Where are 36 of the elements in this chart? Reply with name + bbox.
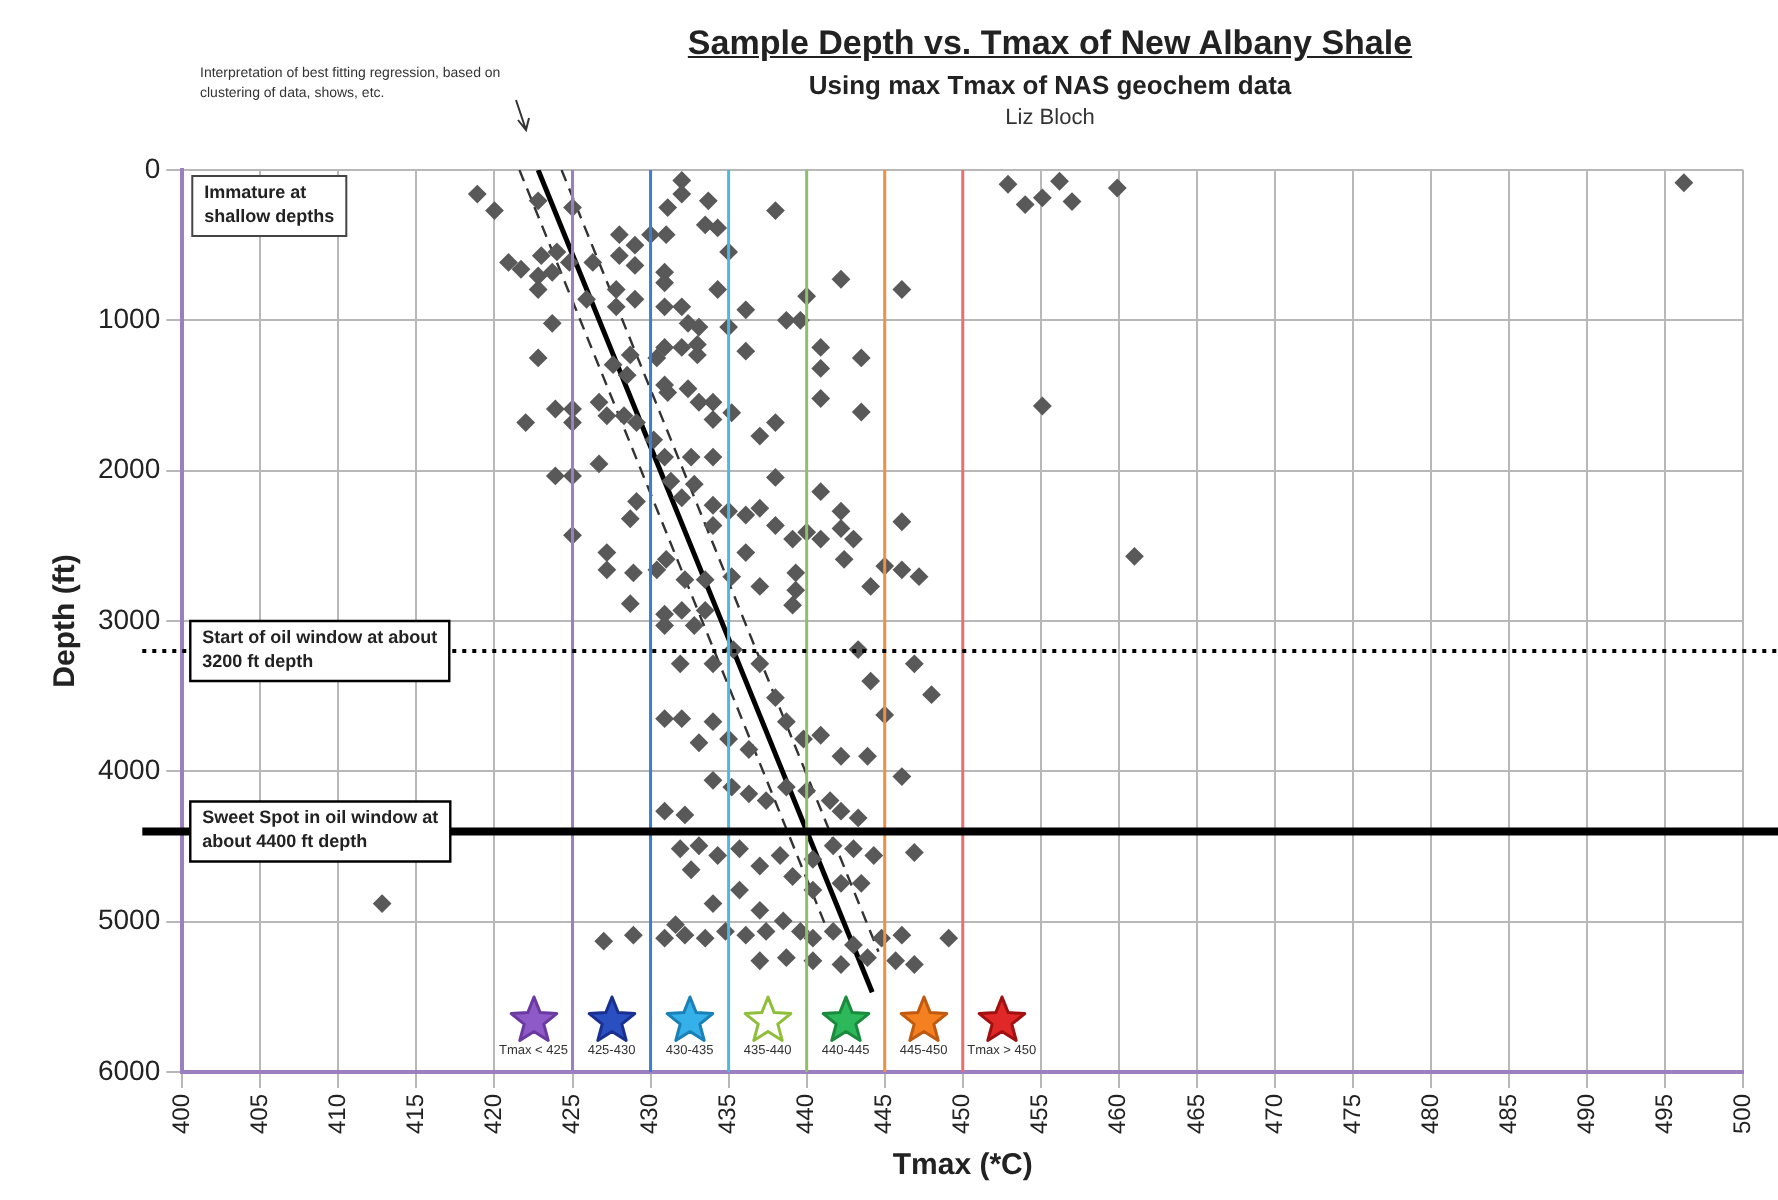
x-tick-label: 425 [557, 1093, 586, 1135]
y-tick-label: 0 [144, 151, 161, 184]
x-tick-label: 415 [401, 1093, 430, 1135]
x-tick-label: 470 [1259, 1093, 1288, 1135]
text: Liz Bloch [1003, 106, 1097, 130]
x-tick-label: 450 [947, 1093, 976, 1135]
ref-line-label: Start of oil window at about 3200 ft depth [202, 627, 438, 672]
x-tick-label: 420 [479, 1093, 508, 1135]
x-tick-label: 500 [1727, 1093, 1756, 1135]
x-tick-label: 495 [1649, 1093, 1678, 1135]
annotation: Immature at shallow depths [204, 181, 335, 226]
y-tick-label: 6000 [97, 1053, 161, 1086]
x-tick-label: 445 [869, 1093, 898, 1135]
x-tick-label: 455 [1025, 1093, 1054, 1135]
y-tick-label: 1000 [97, 302, 161, 335]
x-tick-label: 475 [1337, 1093, 1366, 1135]
chart-subtitle: Using max Tmax of NAS geochem data [806, 70, 1294, 100]
y-tick-label: 3000 [97, 602, 161, 635]
x-tick-label: 400 [166, 1093, 195, 1135]
x-tick-label: 405 [244, 1093, 273, 1135]
x-tick-label: 485 [1493, 1093, 1522, 1135]
x-tick-label: 490 [1571, 1093, 1600, 1135]
x-axis-title: Tmax (*C) [892, 1148, 1033, 1183]
y-tick-label: 5000 [97, 903, 161, 936]
x-tick-label: 460 [1103, 1093, 1132, 1135]
x-tick-label: 410 [323, 1093, 352, 1135]
x-tick-label: 430 [635, 1093, 664, 1135]
y-tick-label: 4000 [97, 753, 161, 786]
ref-line-label: Sweet Spot in oil window at about 4400 ft depth [202, 807, 439, 852]
y-tick-label: 2000 [97, 452, 161, 485]
x-tick-label: 480 [1415, 1093, 1444, 1135]
x-tick-label: 440 [791, 1093, 820, 1135]
y-axis-title: Depth (ft) [48, 554, 83, 688]
x-tick-label: 465 [1181, 1093, 1210, 1135]
x-tick-label: 435 [713, 1093, 742, 1135]
chart-title: Sample Depth vs. Tmax of New Albany Shale [685, 24, 1415, 64]
